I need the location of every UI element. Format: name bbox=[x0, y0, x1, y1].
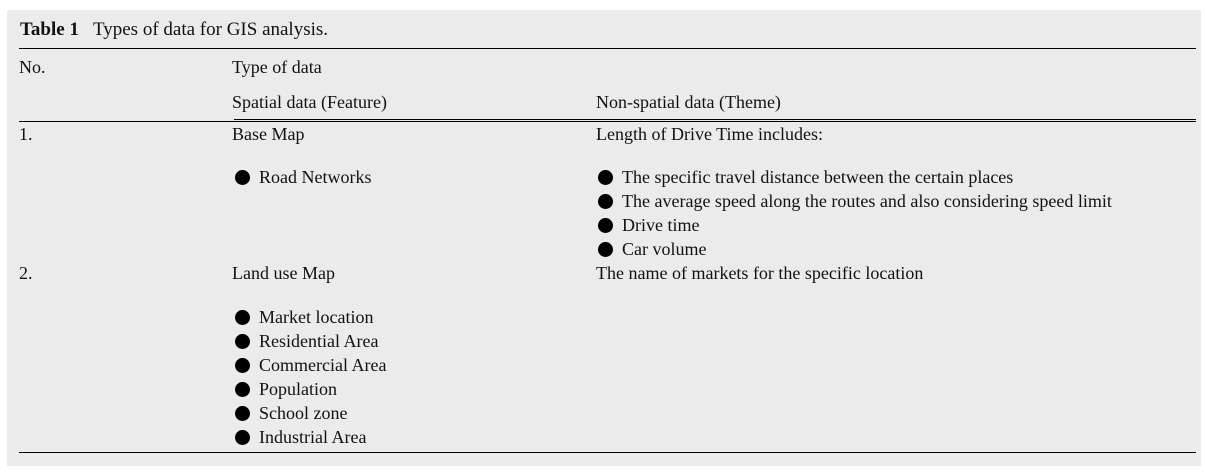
bottom-rule bbox=[19, 452, 1196, 454]
bullet-icon bbox=[598, 218, 613, 233]
list-item: Commercial Area bbox=[235, 353, 386, 377]
subheader-rule bbox=[234, 119, 1196, 120]
header-no: No. bbox=[19, 57, 46, 77]
header-non-spatial: Non-spatial data (Theme) bbox=[596, 92, 781, 112]
bullet-icon bbox=[598, 170, 613, 185]
list-item: Residential Area bbox=[235, 329, 386, 353]
list-item: School zone bbox=[235, 401, 386, 425]
bullet-icon bbox=[235, 382, 250, 397]
row-1-non-spatial-list: The specific travel distance between the… bbox=[598, 165, 1112, 261]
table-panel: Table 1 Types of data for GIS analysis. N… bbox=[7, 10, 1201, 466]
bullet-icon bbox=[235, 334, 250, 349]
header-type-of-data: Type of data bbox=[232, 57, 322, 77]
bullet-icon bbox=[235, 358, 250, 373]
bullet-icon bbox=[235, 430, 250, 445]
list-item: Car volume bbox=[598, 237, 1112, 261]
list-item: The specific travel distance between the… bbox=[598, 165, 1112, 189]
row-2-spatial-title: Land use Map bbox=[232, 263, 335, 283]
list-item: Industrial Area bbox=[235, 425, 386, 449]
header-bottom-rule bbox=[19, 121, 1196, 122]
top-rule bbox=[19, 48, 1196, 50]
bullet-icon bbox=[598, 194, 613, 209]
bullet-icon bbox=[235, 170, 250, 185]
row-1-spatial-title: Base Map bbox=[232, 124, 305, 144]
row-2-non-spatial-title: The name of markets for the specific loc… bbox=[596, 263, 924, 283]
row-1-non-spatial-title: Length of Drive Time includes: bbox=[596, 124, 823, 144]
bullet-icon bbox=[235, 406, 250, 421]
bullet-icon bbox=[235, 310, 250, 325]
list-item: Road Networks bbox=[235, 165, 371, 189]
table-caption-text: Types of data for GIS analysis. bbox=[92, 19, 329, 40]
row-2-no: 2. bbox=[19, 263, 33, 283]
bullet-icon bbox=[598, 242, 613, 257]
row-2-spatial-list: Market location Residential Area Commerc… bbox=[235, 305, 386, 449]
list-item: Market location bbox=[235, 305, 386, 329]
list-item: Drive time bbox=[598, 213, 1112, 237]
table-caption-label: Table 1 bbox=[20, 19, 79, 40]
header-spatial: Spatial data (Feature) bbox=[232, 92, 387, 112]
row-1-no: 1. bbox=[19, 124, 33, 144]
list-item: The average speed along the routes and a… bbox=[598, 189, 1112, 213]
list-item: Population bbox=[235, 377, 386, 401]
row-1-spatial-list: Road Networks bbox=[235, 165, 371, 189]
table-caption: Table 1 Types of data for GIS analysis. bbox=[20, 19, 328, 41]
